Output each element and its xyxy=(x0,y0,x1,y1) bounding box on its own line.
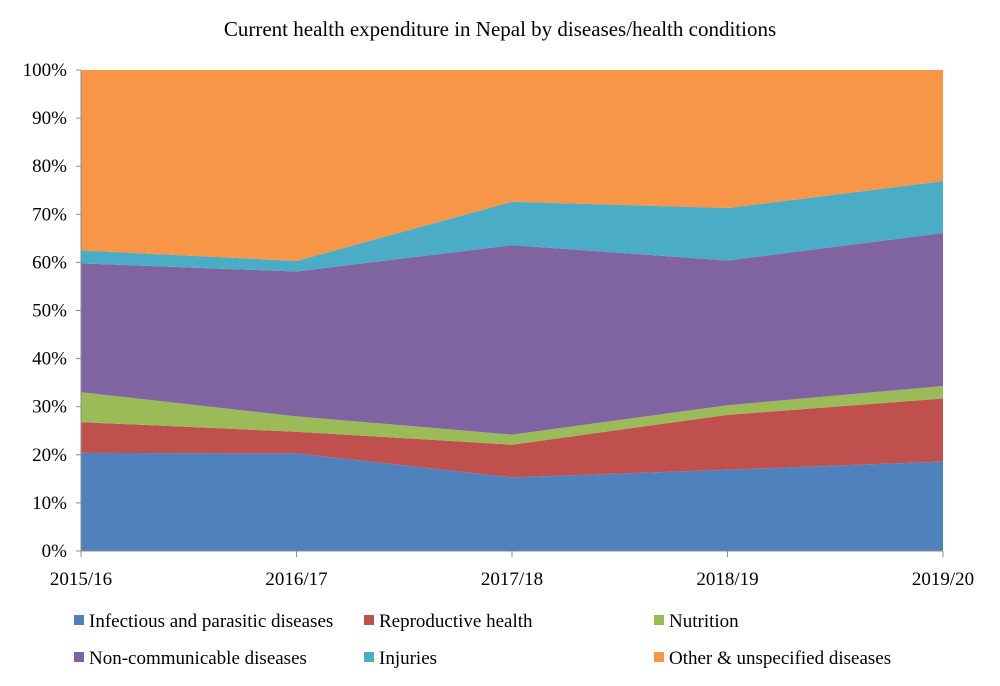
areas-layer xyxy=(81,70,943,551)
x-tick-label: 2019/20 xyxy=(912,569,974,590)
legend-item-reproductive-health: Reproductive health xyxy=(364,611,533,632)
legend-swatch xyxy=(364,615,374,625)
axes-layer xyxy=(76,69,944,557)
area-infectious-and-parasitic-diseases xyxy=(81,452,943,551)
y-tick-labels: 0% 10% 20% 30% 40% 50% 60% 70% 80% 90% 100% xyxy=(23,60,68,562)
area-injuries xyxy=(81,181,943,272)
legend-swatch xyxy=(654,615,664,625)
y-tick-label: 40% xyxy=(32,349,67,370)
legend-swatch xyxy=(364,652,374,662)
y-tick-label: 60% xyxy=(32,252,67,273)
y-tick-label: 50% xyxy=(32,301,67,322)
legend-item-other-and-unspecified-diseases: Other & unspecified diseases xyxy=(654,648,891,669)
legend: Infectious and parasitic diseases Reprodu… xyxy=(74,611,891,669)
legend-label: Other & unspecified diseases xyxy=(669,648,891,669)
legend-label: Infectious and parasitic diseases xyxy=(89,611,333,632)
chart-title: Current health expenditure in Nepal by d… xyxy=(224,17,776,41)
legend-label: Reproductive health xyxy=(379,611,533,632)
legend-swatch xyxy=(74,615,84,625)
legend-label: Injuries xyxy=(379,648,437,669)
legend-item-injuries: Injuries xyxy=(364,648,437,669)
y-tick-label: 80% xyxy=(32,156,67,177)
y-tick-label: 70% xyxy=(32,204,67,225)
x-tick-label: 2018/19 xyxy=(696,569,758,590)
legend-item-infectious-and-parasitic-diseases: Infectious and parasitic diseases xyxy=(74,611,333,632)
legend-swatch xyxy=(654,652,664,662)
x-tick-label: 2017/18 xyxy=(481,569,543,590)
legend-label: Non-communicable diseases xyxy=(89,648,307,669)
y-tick-label: 90% xyxy=(32,108,67,129)
x-tick-label: 2015/16 xyxy=(50,569,112,590)
area-reproductive-health xyxy=(81,398,943,478)
x-tick-label: 2016/17 xyxy=(265,569,327,590)
y-tick-label: 20% xyxy=(32,445,67,466)
area-nutrition xyxy=(81,386,943,445)
area-non-communicable-diseases xyxy=(81,233,943,435)
y-tick-label: 100% xyxy=(23,60,68,81)
legend-item-nutrition: Nutrition xyxy=(654,611,739,632)
x-tick-labels: 2015/16 2016/17 2017/18 2018/19 2019/20 xyxy=(50,569,974,590)
legend-swatch xyxy=(74,652,84,662)
legend-item-non-communicable-diseases: Non-communicable diseases xyxy=(74,648,307,669)
legend-label: Nutrition xyxy=(669,611,739,632)
y-tick-label: 10% xyxy=(32,493,67,514)
area-other-and-unspecified-diseases xyxy=(81,70,943,261)
y-tick-label: 0% xyxy=(42,541,68,562)
y-tick-label: 30% xyxy=(32,397,67,418)
